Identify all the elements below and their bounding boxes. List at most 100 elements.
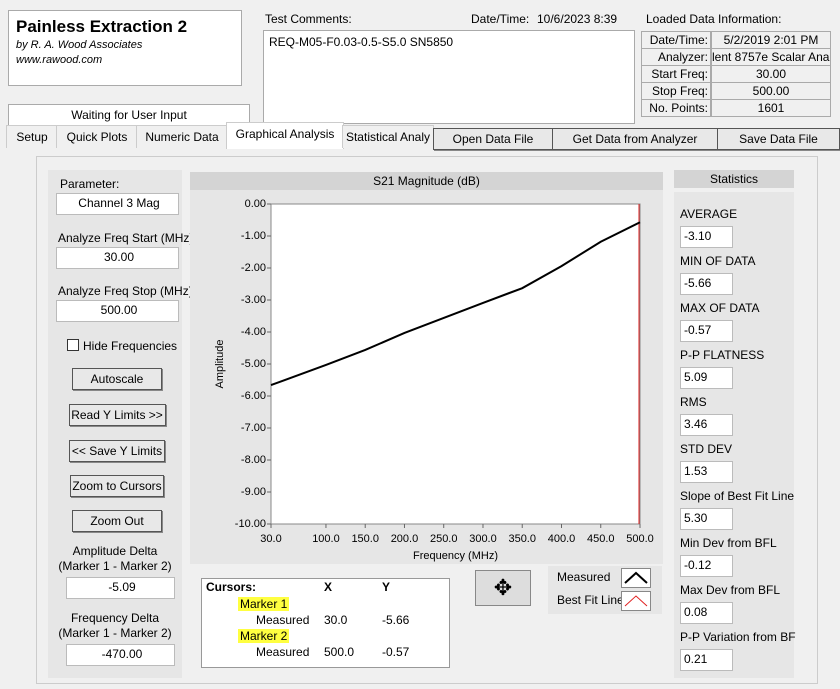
loaded-key: Analyzer:	[641, 48, 711, 66]
tab[interactable]: Statistical Analy	[342, 125, 434, 148]
button[interactable]: Open Data File	[433, 128, 553, 150]
cell: 500.0	[324, 645, 355, 659]
cell: Measured	[256, 613, 310, 627]
author: by R. A. Wood Associates	[16, 39, 143, 51]
stat-value: 5.30	[680, 508, 733, 530]
dropdown[interactable]: Channel 3 Mag	[56, 193, 179, 215]
y-tick-label: -3.00	[241, 294, 266, 306]
stat-value: -3.10	[680, 226, 733, 248]
x-tick-label: 300.0	[469, 533, 497, 545]
cell: 30.0	[324, 613, 348, 627]
datetime-value: 10/6/2023 8:39	[537, 12, 618, 26]
tab[interactable]: Setup	[6, 125, 58, 148]
legend-label: Best Fit Line	[557, 593, 624, 607]
stat-value: -0.57	[680, 320, 733, 342]
legend-label: Measured	[557, 570, 611, 584]
legend: Measured Best Fit Line	[548, 566, 662, 614]
y-tick-label: -2.00	[241, 262, 266, 274]
stat-value: -0.12	[680, 555, 733, 577]
x-tick-label: 200.0	[391, 533, 419, 545]
y-tick-label: -8.00	[241, 454, 266, 466]
label: (Marker 1 - Marker 2)	[58, 559, 172, 573]
label: Frequency Delta	[70, 611, 160, 625]
column-header: Cursors:	[206, 580, 257, 594]
stat-value: 1.53	[680, 461, 733, 483]
stat-label: MIN OF DATA	[680, 254, 756, 268]
x-tick-label: 450.0	[587, 533, 615, 545]
stat-label: RMS	[680, 395, 707, 409]
loaded-value: 5/2/2019 2:01 PM	[711, 31, 831, 49]
marker-name[interactable]: Marker 2	[238, 629, 290, 643]
legend-line	[624, 571, 648, 584]
field[interactable]: 500.00	[56, 300, 179, 322]
stat-value: 0.21	[680, 649, 733, 671]
loaded-value: lent 8757e Scalar Analy	[711, 48, 831, 66]
button[interactable]: Save Data File	[717, 128, 840, 150]
loaded-key: Date/Time:	[641, 31, 711, 49]
tab[interactable]: Numeric Data	[136, 125, 228, 148]
checkbox[interactable]	[67, 339, 79, 351]
label: Hide Frequencies	[83, 339, 178, 353]
button[interactable]: Zoom Out	[72, 510, 162, 532]
button[interactable]: << Save Y Limits	[69, 440, 165, 462]
y-tick-label: -6.00	[241, 390, 266, 402]
comments-label: Test Comments:	[265, 12, 352, 26]
button[interactable]: Get Data from Analyzer	[552, 128, 718, 150]
loaded-value: 500.00	[711, 82, 831, 100]
y-tick-label: -7.00	[241, 422, 266, 434]
cell: -0.57	[382, 645, 410, 659]
loaded-value: 30.00	[711, 65, 831, 83]
button[interactable]: Autoscale	[72, 368, 162, 390]
tab[interactable]: Graphical Analysis	[226, 122, 344, 149]
plot-area	[270, 203, 641, 525]
x-tick-label: 350.0	[508, 533, 536, 545]
stat-value: 5.09	[680, 367, 733, 389]
pan-control[interactable]: ✥	[475, 570, 531, 606]
cursor-table: Cursors: X Y Marker 1 Measured 30.0 -5.66 Marke…	[201, 578, 450, 668]
y-tick-label: -9.00	[241, 486, 266, 498]
button[interactable]: Read Y Limits >>	[68, 404, 166, 426]
loaded-title: Loaded Data Information:	[646, 12, 782, 26]
stat-label: Min Dev from BFL	[680, 536, 777, 550]
loaded-key: Start Freq:	[641, 65, 711, 83]
label: Analyze Freq Stop (MHz)	[58, 284, 193, 298]
column-header: Y	[382, 580, 391, 594]
status: Waiting for User Input	[8, 104, 250, 126]
x-tick-label: 250.0	[430, 533, 458, 545]
label: Amplitude Delta	[72, 544, 158, 558]
x-tick-label: 30.0	[260, 533, 281, 545]
loaded-key: No. Points:	[641, 99, 711, 117]
cell: Measured	[256, 645, 310, 659]
column-header: X	[324, 580, 333, 594]
url: www.rawood.com	[16, 54, 103, 66]
stat-label: MAX OF DATA	[680, 301, 760, 315]
cell: -5.66	[382, 613, 410, 627]
app-title: Painless Extraction 2	[16, 17, 188, 36]
stat-label: P-P FLATNESS	[680, 348, 765, 362]
stat-value: -5.66	[680, 273, 733, 295]
y-tick-label: -5.00	[241, 358, 266, 370]
button[interactable]: Zoom to Cursors	[70, 475, 164, 497]
x-tick-label: 150.0	[351, 533, 379, 545]
marker-name[interactable]: Marker 1	[238, 597, 290, 611]
stat-label: P-P Variation from BF	[680, 630, 796, 644]
y-axis-label: Amplitude	[214, 340, 226, 389]
label: (Marker 1 - Marker 2)	[58, 626, 172, 640]
datetime-label: Date/Time:	[471, 12, 530, 26]
x-axis-label: Frequency (MHz)	[413, 550, 498, 562]
y-tick-label: -1.00	[241, 230, 266, 242]
chart-title: S21 Magnitude (dB)	[190, 172, 663, 190]
loaded-value: 1601	[711, 99, 831, 117]
comments-box[interactable]: REQ-M05-F0.03-0.5-S5.0 SN5850	[263, 30, 635, 124]
legend-line	[624, 595, 648, 607]
stats-title: Statistics	[674, 170, 794, 188]
stat-label: AVERAGE	[680, 207, 738, 221]
label: Parameter:	[60, 177, 120, 191]
legend-swatch	[621, 591, 651, 611]
tab[interactable]: Quick Plots	[56, 125, 138, 148]
tab-strip: Setup Quick Plots Numeric Data Graphical An…	[6, 122, 836, 149]
field[interactable]: 30.00	[56, 247, 179, 269]
x-tick-label: 400.0	[548, 533, 576, 545]
data-line	[270, 221, 641, 387]
